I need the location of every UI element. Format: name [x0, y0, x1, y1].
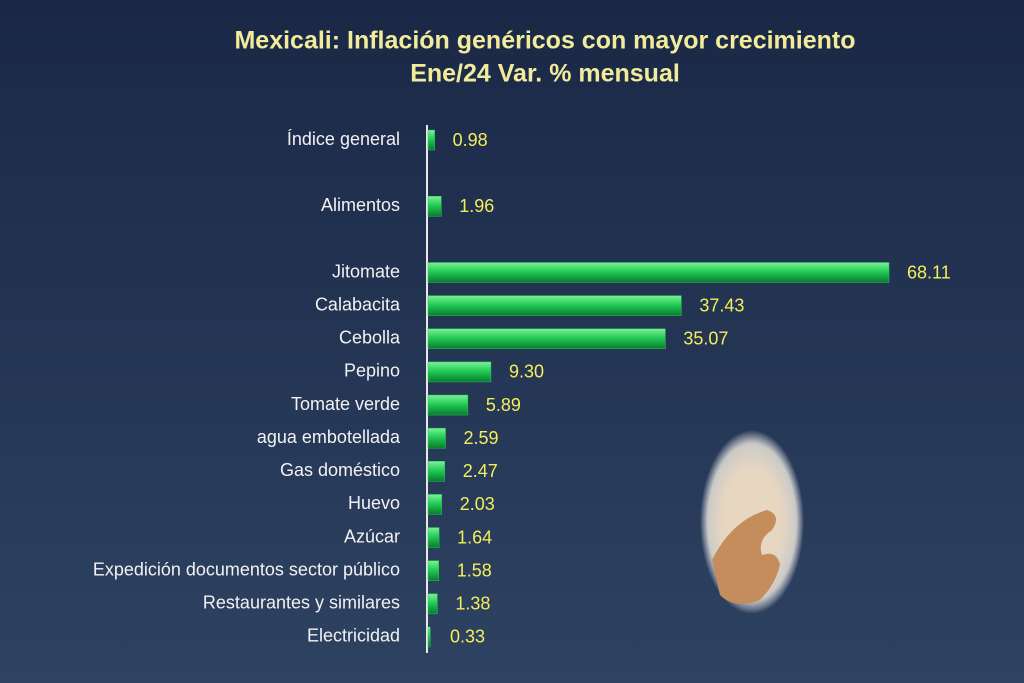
bar	[427, 295, 682, 316]
bar	[427, 394, 469, 416]
value-label: 35.07	[683, 329, 728, 349]
value-label: 9.30	[509, 362, 544, 382]
bar	[427, 361, 492, 383]
bar	[427, 593, 438, 615]
category-label: Azúcar	[344, 526, 400, 546]
value-label: 1.96	[459, 196, 494, 216]
bar	[427, 560, 439, 581]
bar	[427, 626, 431, 648]
category-label: agua embotellada	[257, 427, 401, 447]
value-label: 5.89	[486, 395, 521, 415]
category-label: Pepino	[344, 361, 400, 381]
bar	[427, 262, 890, 283]
category-label: Tomate verde	[291, 394, 400, 414]
category-label: Alimentos	[321, 195, 400, 215]
value-label: 2.59	[464, 428, 499, 448]
value-label: 0.98	[453, 130, 488, 150]
bar	[427, 461, 445, 482]
bar	[427, 129, 435, 151]
value-label: 37.43	[699, 295, 744, 315]
category-label: Cebolla	[339, 328, 401, 348]
value-label: 1.64	[457, 527, 492, 547]
chart-subtitle: Ene/24 Var. % mensual	[410, 60, 680, 88]
bar	[427, 527, 440, 548]
category-label: Huevo	[348, 493, 400, 513]
bar	[427, 427, 446, 449]
hand-decoration	[712, 510, 780, 604]
value-label: 2.47	[463, 461, 498, 481]
bar	[427, 494, 442, 515]
bar	[427, 196, 442, 217]
category-label: Índice general	[287, 129, 400, 149]
category-label: Expedición documentos sector público	[93, 559, 400, 579]
category-label: Restaurantes y similares	[203, 593, 400, 613]
category-label: Electricidad	[307, 626, 400, 646]
chart-title: Mexicali: Inflación genéricos con mayor …	[234, 27, 855, 55]
value-label: 2.03	[460, 494, 495, 514]
category-label: Calabacita	[315, 294, 401, 314]
value-label: 1.58	[457, 560, 492, 580]
value-label: 0.33	[450, 627, 485, 647]
bar	[427, 328, 666, 350]
category-label: Jitomate	[332, 261, 400, 281]
value-label: 68.11	[907, 262, 951, 282]
value-label: 1.38	[455, 594, 490, 614]
category-label: Gas doméstico	[280, 460, 400, 480]
